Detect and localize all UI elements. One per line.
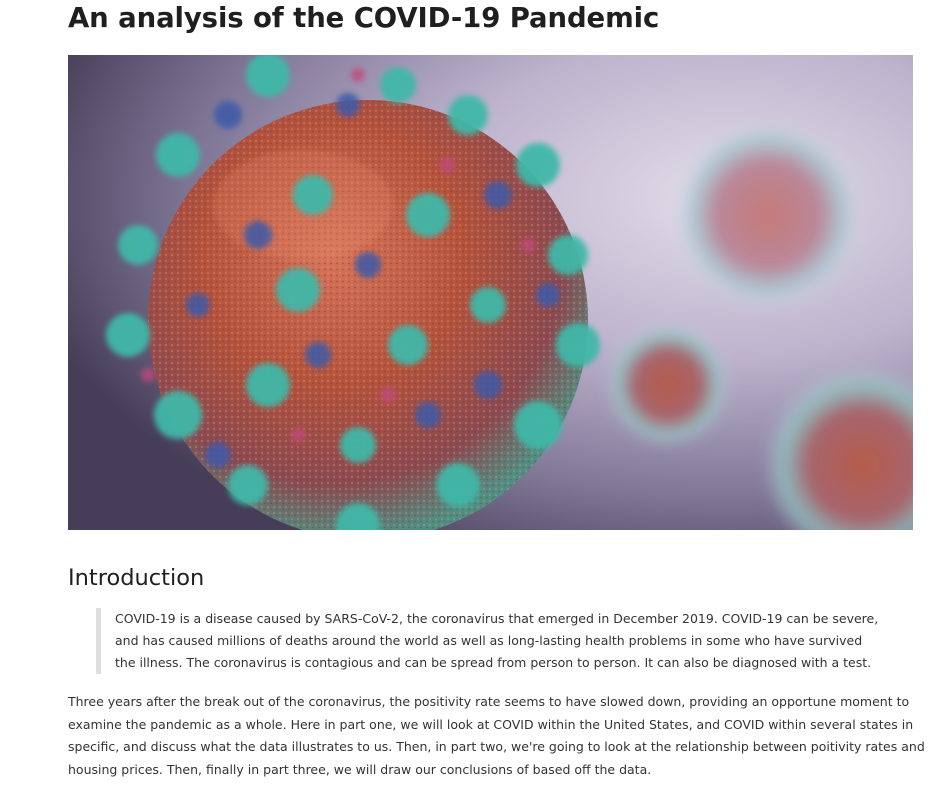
- coronavirus-illustration: [68, 55, 913, 530]
- paragraph-line: Three years after the break out of the c…: [68, 694, 910, 709]
- quote-line: COVID-19 is a disease caused by SARS-CoV…: [115, 611, 879, 626]
- paragraph-line: housing prices. Then, finally in part th…: [68, 761, 652, 777]
- paragraph-line: examine the pandemic as a whole. Here in…: [68, 716, 914, 732]
- paragraph-line: specific, and discuss what the data illu…: [68, 739, 925, 754]
- hero-image: [68, 55, 913, 530]
- introduction-heading: Introduction: [68, 565, 205, 591]
- quote-line: and has caused millions of deaths around…: [115, 633, 863, 648]
- quote-line: the illness. The coronavirus is contagio…: [115, 655, 872, 670]
- introduction-paragraph: Three years after the break out of the c…: [68, 691, 925, 781]
- introduction-blockquote: COVID-19 is a disease caused by SARS-CoV…: [96, 608, 915, 674]
- page-title: An analysis of the COVID-19 Pandemic: [68, 2, 660, 34]
